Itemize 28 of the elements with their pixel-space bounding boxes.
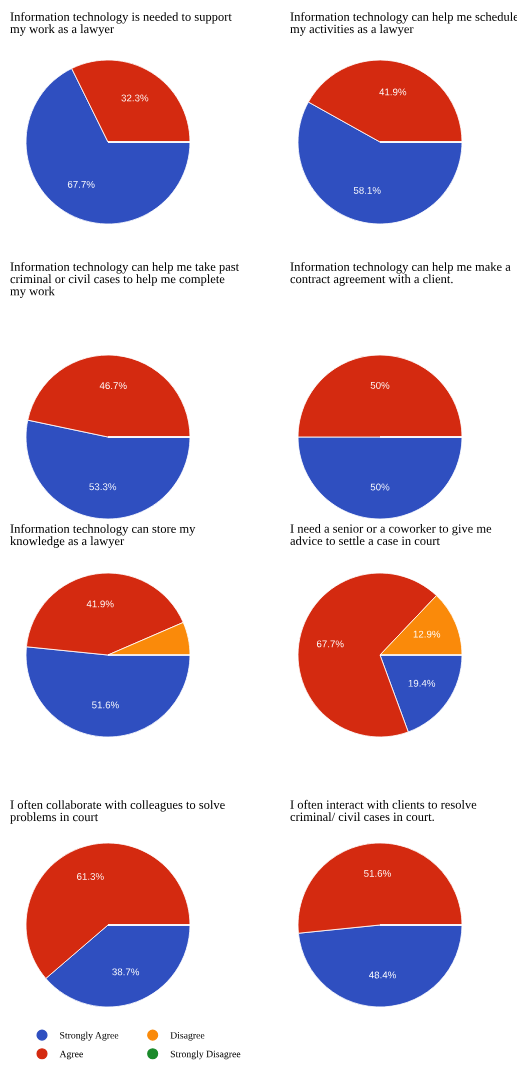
data-label: 50% <box>370 483 390 491</box>
data-label: 38.7% <box>112 968 140 976</box>
legend-label: Agree <box>59 1050 83 1060</box>
data-label: 19.4% <box>408 679 436 687</box>
chart-title: I need a senior or a coworker to give me advice to settle a case in court <box>290 524 492 546</box>
chart-title: Information technology can store my knowledge as a lawyer <box>10 524 196 548</box>
data-label: 46.7% <box>99 382 127 390</box>
data-label: 53.3% <box>89 483 117 491</box>
data-label: 48.4% <box>368 971 396 979</box>
data-label: 67.7% <box>316 640 344 648</box>
chart-title: Information technology can help me take past criminal or civil cases to help me complete my work <box>10 262 240 298</box>
data-label: 50% <box>370 381 390 389</box>
data-label: 32.3% <box>121 94 149 102</box>
legend-label: Strongly Disagree <box>170 1050 241 1060</box>
data-label: 41.9% <box>379 88 407 96</box>
data-label: 61.3% <box>77 873 104 880</box>
legend-label: Disagree <box>170 1032 205 1041</box>
chart-title: Information technology can help me make a contract agreement with a client. <box>290 262 511 286</box>
chart-title: Information technology is needed to support my work as a lawyer <box>10 12 232 36</box>
chart-title: I often interact with clients to resolve criminal/ civil cases in court. <box>290 799 477 822</box>
data-label: 51.6% <box>92 701 119 709</box>
data-label: 12.9% <box>413 630 441 638</box>
data-label: 51.6% <box>364 869 391 877</box>
data-label: 67.7% <box>67 180 95 188</box>
chart-title: I often collaborate with colleagues to solve problems in court <box>10 800 225 824</box>
data-label: 58.1% <box>353 186 381 194</box>
data-label: 41.9% <box>86 600 114 608</box>
legend-label: Strongly Agree <box>60 1031 119 1041</box>
